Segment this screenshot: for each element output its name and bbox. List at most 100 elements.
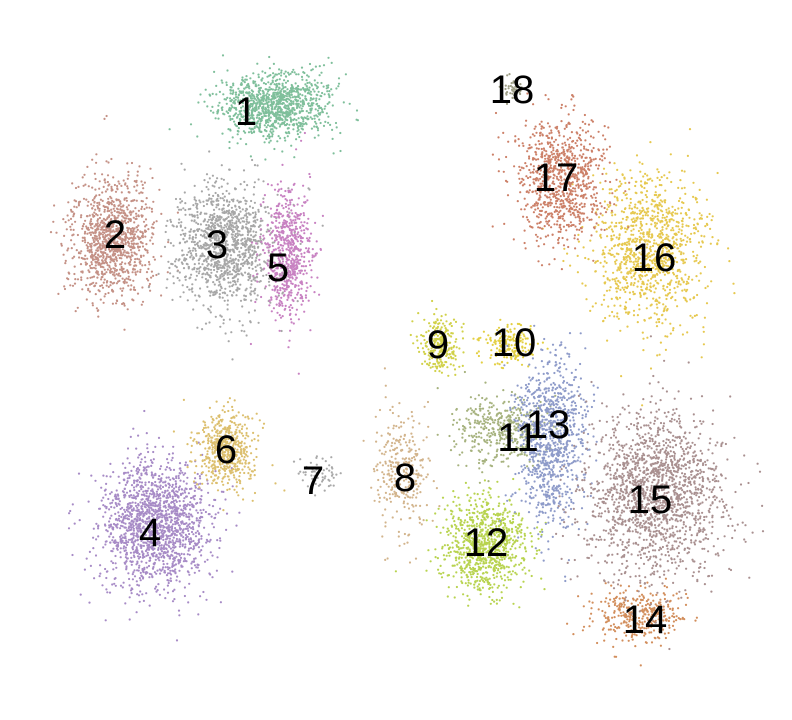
scatter-point — [231, 216, 234, 219]
scatter-point — [223, 98, 226, 101]
scatter-point — [93, 577, 96, 580]
scatter-point — [192, 533, 195, 536]
scatter-point — [105, 160, 108, 163]
scatter-point — [133, 540, 137, 543]
scatter-point — [79, 593, 82, 596]
scatter-point — [105, 576, 108, 580]
scatter-point — [198, 270, 201, 273]
scatter-point — [259, 86, 262, 89]
scatter-point — [186, 553, 189, 556]
scatter-point — [97, 262, 100, 265]
scatter-point — [229, 129, 232, 132]
scatter-point — [232, 200, 235, 203]
scatter-point — [295, 73, 298, 76]
scatter-point — [81, 239, 84, 242]
scatter-point — [126, 308, 129, 311]
scatter-point — [128, 476, 131, 479]
scatter-point — [116, 184, 119, 188]
scatter-point — [290, 144, 293, 147]
scatter-point — [155, 273, 158, 277]
scatter-point — [138, 245, 141, 248]
scatter-point — [97, 207, 100, 210]
scatter-point — [157, 477, 160, 481]
scatter-point — [211, 505, 215, 508]
scatter-point — [271, 106, 274, 109]
scatter-point — [283, 72, 286, 75]
scatter-point — [255, 298, 258, 301]
scatter-point — [323, 93, 326, 96]
scatter-point — [237, 218, 240, 221]
scatter-point — [231, 294, 234, 297]
scatter-point — [174, 517, 177, 520]
scatter-point — [174, 260, 177, 263]
scatter-point — [121, 520, 124, 523]
scatter-point — [310, 103, 313, 106]
scatter-point — [232, 291, 235, 294]
scatter-point — [163, 556, 166, 559]
scatter-point — [168, 557, 171, 560]
scatter-point — [167, 260, 170, 263]
scatter-point — [135, 217, 138, 220]
scatter-point — [184, 491, 187, 494]
scatter-point — [314, 120, 317, 123]
scatter-point — [258, 123, 261, 126]
scatter-point — [187, 538, 190, 541]
scatter-point — [201, 263, 204, 266]
scatter-point — [175, 537, 178, 541]
scatter-point — [93, 284, 97, 287]
scatter-point — [90, 242, 93, 245]
scatter-point — [237, 238, 240, 242]
scatter-point — [173, 533, 177, 537]
scatter-point — [162, 554, 165, 557]
scatter-point — [196, 267, 199, 270]
scatter-point — [165, 476, 168, 479]
scatter-point — [152, 555, 155, 558]
scatter-point — [242, 130, 245, 133]
scatter-point — [143, 181, 146, 184]
scatter-point — [289, 116, 292, 119]
scatter-point — [192, 204, 195, 207]
scatter-point — [258, 254, 261, 257]
scatter-point — [131, 474, 134, 477]
scatter-point — [266, 135, 269, 138]
scatter-point — [93, 172, 96, 175]
scatter-point — [216, 194, 220, 197]
scatter-point — [130, 515, 133, 519]
scatter-point — [243, 81, 246, 84]
scatter-point — [330, 61, 333, 64]
scatter-point — [226, 308, 229, 311]
scatter-point — [139, 268, 142, 271]
scatter-point — [275, 103, 278, 106]
scatter-point — [162, 566, 165, 569]
scatter-point — [227, 281, 230, 284]
scatter-point — [106, 268, 109, 271]
scatter-point — [219, 275, 222, 278]
scatter-point — [268, 86, 271, 89]
scatter-point — [113, 577, 116, 581]
scatter-point — [137, 504, 140, 507]
scatter-point — [244, 109, 247, 112]
scatter-point — [69, 217, 73, 220]
scatter-point — [226, 69, 229, 72]
scatter-point — [125, 277, 128, 280]
scatter-point — [238, 250, 241, 253]
scatter-point — [188, 532, 191, 536]
scatter-point — [149, 289, 152, 292]
scatter-point — [124, 532, 127, 535]
scatter-point — [90, 261, 93, 264]
scatter-point — [130, 533, 133, 536]
scatter-point — [193, 196, 196, 199]
scatter-point — [175, 485, 178, 488]
scatter-point — [316, 129, 320, 132]
scatter-point — [204, 88, 207, 91]
scatter-point — [76, 233, 79, 237]
scatter-point — [83, 258, 86, 261]
scatter-point — [132, 536, 135, 540]
scatter-point — [228, 318, 231, 321]
scatter-point — [53, 204, 56, 207]
scatter-point — [139, 477, 142, 480]
scatter-point — [91, 236, 94, 239]
scatter-point — [181, 529, 184, 532]
scatter-point — [131, 247, 134, 250]
scatter-point — [104, 488, 107, 491]
